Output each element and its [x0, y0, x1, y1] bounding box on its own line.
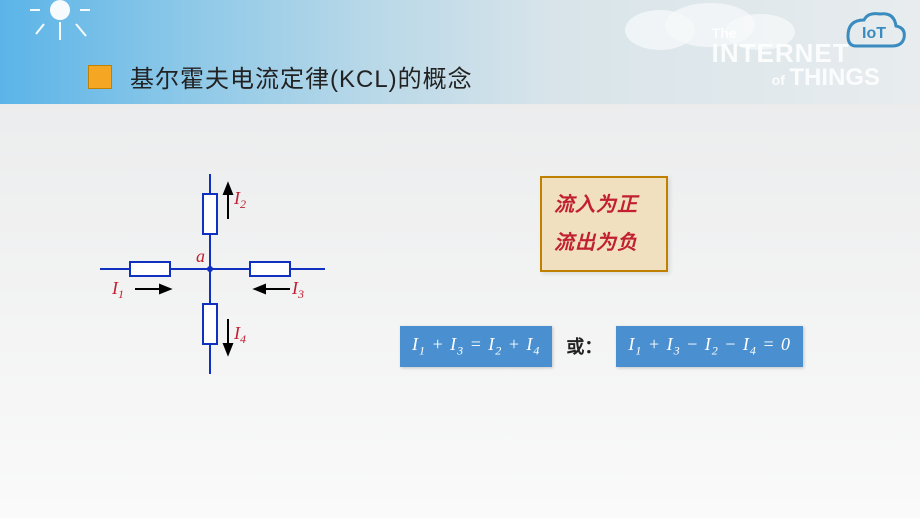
- node-label: a: [196, 246, 205, 266]
- label-i4: I4: [233, 323, 246, 346]
- equation-1: I1 + I3 = I2 + I4: [400, 326, 552, 367]
- or-label: 或：: [566, 333, 602, 359]
- slide-title: 基尔霍夫电流定律(KCL)的概念: [130, 59, 473, 94]
- node-a: [207, 266, 213, 272]
- brand-things: THINGS: [789, 66, 880, 90]
- title-bar: 基尔霍夫电流定律(KCL)的概念: [88, 59, 473, 94]
- label-i1: I1: [111, 278, 124, 301]
- iot-logo-icon: IoT: [838, 6, 908, 50]
- sun-icon: [30, 0, 90, 50]
- title-square-icon: [88, 65, 112, 89]
- label-i2: I2: [233, 188, 246, 211]
- label-i3: I3: [291, 278, 304, 301]
- logo-text: IoT: [862, 25, 886, 42]
- brand-of: of: [772, 73, 785, 87]
- rule-line-2: 流出为负: [554, 224, 654, 262]
- equation-2: I1 + I3 − I2 − I4 = 0: [616, 326, 803, 367]
- slide-header: The INTERNET of THINGS IoT 基尔霍夫电流定律(KCL)…: [0, 0, 920, 104]
- sign-convention-box: 流入为正 流出为负: [540, 176, 668, 272]
- rule-line-1: 流入为正: [554, 186, 654, 224]
- slide-content: a I2 I4 I1 I3 流入为正 流出为负 I1 + I3 = I2 + I…: [0, 104, 920, 518]
- equation-row: I1 + I3 = I2 + I4 或： I1 + I3 − I2 − I4 =…: [400, 326, 803, 367]
- kcl-diagram: a I2 I4 I1 I3: [100, 174, 330, 384]
